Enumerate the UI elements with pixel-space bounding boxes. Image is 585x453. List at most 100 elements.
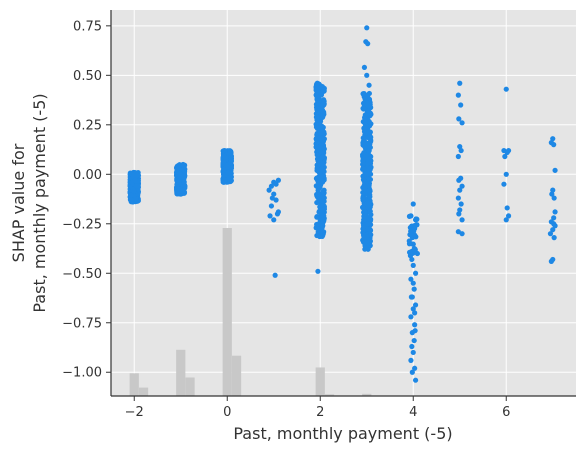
scatter-point <box>135 183 141 189</box>
scatter-point <box>360 197 366 203</box>
scatter-point <box>457 143 463 150</box>
scatter-point <box>411 337 417 344</box>
scatter-point <box>458 147 464 154</box>
scatter-point <box>366 166 372 172</box>
scatter-point <box>409 233 415 239</box>
scatter-point <box>227 176 233 182</box>
scatter-point <box>314 214 320 220</box>
scatter-point <box>320 109 327 115</box>
histogram-bar <box>324 394 335 396</box>
scatter-point <box>412 365 418 371</box>
scatter-point <box>179 188 185 194</box>
scatter-point <box>181 168 187 175</box>
scatter-point <box>456 116 462 122</box>
x-tick-label: 2 <box>316 405 324 420</box>
y-tick-label: −0.75 <box>62 316 102 331</box>
scatter-point <box>361 106 367 112</box>
scatter-point <box>365 95 371 101</box>
scatter-point <box>222 177 228 183</box>
scatter-point <box>266 187 272 193</box>
scatter-point <box>319 89 325 95</box>
scatter-point <box>317 130 323 136</box>
scatter-point <box>551 142 557 148</box>
y-axis-title-line-1: SHAP value for <box>9 143 28 262</box>
scatter-point <box>174 167 180 173</box>
y-tick-label: 0.75 <box>73 19 102 34</box>
y-tick-label: −1.00 <box>62 366 102 381</box>
scatter-point <box>360 100 367 106</box>
scatter-point <box>412 322 418 328</box>
scatter-point <box>552 167 558 173</box>
scatter-point <box>366 226 372 232</box>
scatter-point <box>551 235 557 241</box>
scatter-point <box>456 211 462 217</box>
scatter-point <box>131 188 137 194</box>
y-axis-title-line-2: Past, monthly payment (-5) <box>30 93 49 312</box>
scatter-point <box>550 227 556 233</box>
scatter-point <box>455 92 461 98</box>
scatter-point <box>365 244 371 251</box>
scatter-point <box>315 84 321 90</box>
scatter-point <box>410 201 416 207</box>
histogram-bar <box>176 349 186 396</box>
scatter-point <box>272 272 278 278</box>
scatter-point <box>547 231 554 237</box>
scatter-point <box>412 328 418 334</box>
scatter-point <box>227 149 233 155</box>
scatter-point <box>409 256 415 263</box>
scatter-point <box>455 153 461 160</box>
scatter-point <box>505 147 512 154</box>
scatter-point <box>459 183 465 189</box>
scatter-point <box>271 217 277 223</box>
histogram-bar <box>129 373 139 396</box>
scatter-point <box>360 204 366 210</box>
scatter-point <box>366 108 372 114</box>
scatter-point <box>414 250 420 257</box>
x-tick-label: 4 <box>409 405 417 420</box>
scatter-point <box>366 82 372 88</box>
scatter-point <box>552 223 558 229</box>
scatter-point <box>410 280 416 286</box>
scatter-point <box>406 238 412 244</box>
scatter-point <box>459 231 465 237</box>
scatter-point <box>552 209 558 215</box>
scatter-point <box>549 191 555 197</box>
scatter-point <box>368 212 374 218</box>
scatter-point <box>457 207 463 213</box>
scatter-point <box>410 306 416 312</box>
scatter-point <box>132 196 139 202</box>
y-tick-label: 0.25 <box>73 118 102 133</box>
x-tick-label: −2 <box>125 405 144 420</box>
scatter-point <box>410 349 416 356</box>
scatter-point <box>176 179 182 185</box>
scatter-point <box>368 134 374 140</box>
scatter-point <box>273 181 279 187</box>
scatter-point <box>360 161 366 167</box>
scatter-point <box>366 148 372 154</box>
scatter-point <box>321 136 327 142</box>
scatter-point <box>361 234 367 240</box>
scatter-point <box>271 191 277 197</box>
scatter-point <box>411 223 417 229</box>
scatter-point <box>361 150 367 156</box>
x-ticks: −2 0 2 4 6 <box>125 396 510 420</box>
scatter-point <box>321 146 327 152</box>
scatter-point <box>410 262 416 268</box>
scatter-point <box>317 184 323 190</box>
scatter-point <box>313 144 319 150</box>
scatter-point <box>366 119 372 125</box>
scatter-point <box>504 205 510 211</box>
scatter-point <box>412 377 419 383</box>
scatter-point <box>362 209 368 215</box>
scatter-point <box>412 310 418 316</box>
histogram-bar <box>185 377 195 396</box>
scatter-point <box>223 155 229 161</box>
scatter-point <box>132 177 138 183</box>
scatter-point <box>268 183 275 189</box>
plot-background <box>111 10 576 396</box>
histogram-bar <box>362 393 372 396</box>
scatter-point <box>364 102 371 108</box>
scatter-point <box>362 117 368 123</box>
scatter-point <box>269 195 275 201</box>
scatter-point <box>503 171 509 177</box>
